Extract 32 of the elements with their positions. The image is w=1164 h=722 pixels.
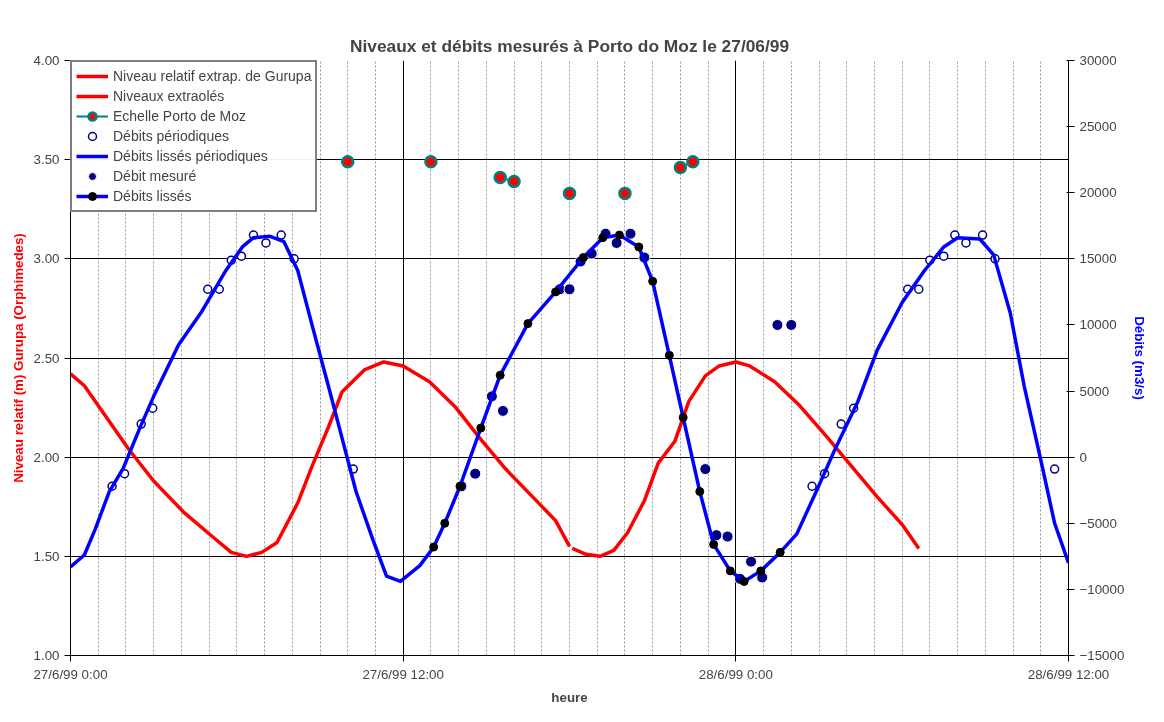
- x-axis-title: heure: [551, 689, 588, 705]
- legend-label: Débits périodiques: [113, 127, 229, 146]
- y2-tick-label: 5000: [1079, 383, 1110, 399]
- x-tick-label: 27/6/99 12:00: [362, 666, 444, 682]
- y2-tick-label: 20000: [1079, 185, 1117, 201]
- y2-tick-label: 25000: [1079, 119, 1117, 135]
- chart-title: Niveaux et débits mesurés à Porto do Moz le 27/06/99: [349, 35, 790, 56]
- y-tick-label: 3.00: [33, 251, 60, 267]
- y-tick-label: 2.50: [33, 350, 60, 366]
- legend-label: Niveaux extraolés: [113, 87, 225, 106]
- y2-tick-label: 15000: [1079, 251, 1117, 267]
- legend-label: Echelle Porto de Moz: [113, 107, 247, 126]
- y2-tick-label: −10000: [1079, 581, 1125, 597]
- legend-label: Débit mesuré: [113, 167, 197, 186]
- y2-tick-label: −5000: [1079, 515, 1117, 531]
- x-tick-label: 27/6/99 0:00: [33, 666, 108, 682]
- y2-tick-label: 30000: [1079, 53, 1117, 68]
- y-tick-label: 1.00: [33, 648, 60, 663]
- legend-label: Débits lissés: [113, 187, 192, 206]
- y-tick-label: 1.50: [33, 548, 60, 564]
- y-tick-label: 4.00: [33, 53, 60, 68]
- y2-tick-label: 10000: [1079, 317, 1117, 333]
- legend-label: Niveau relatif extrap. de Gurupa: [113, 67, 312, 86]
- y-tick-label: 2.00: [33, 449, 60, 465]
- y2-axis-title: Débits (m3/s): [1132, 316, 1148, 400]
- y-tick-label: 3.50: [33, 152, 60, 168]
- y-axis-title: Niveau relatif (m) Gurupa (Orphimedes): [10, 233, 26, 483]
- x-tick-label: 28/6/99 12:00: [1027, 666, 1110, 682]
- y2-tick-label: −15000: [1079, 648, 1125, 663]
- x-tick-label: 28/6/99 0:00: [698, 666, 773, 682]
- legend-label: Débits lissés périodiques: [113, 147, 268, 166]
- y2-tick-label: 0: [1079, 449, 1087, 465]
